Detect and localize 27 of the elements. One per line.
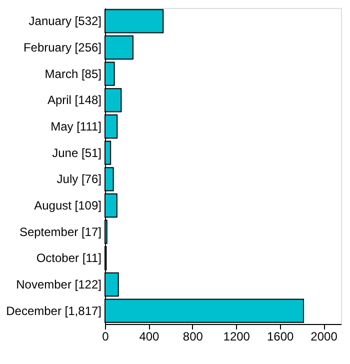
y-tick-label: July [76] [56, 172, 102, 186]
y-tick-label: September [17] [19, 224, 102, 239]
x-tick-label: 2000 [310, 330, 338, 344]
x-tick-label: 400 [139, 330, 160, 344]
y-tick-label: August [109] [34, 198, 102, 212]
bar [104, 9, 164, 34]
bar [104, 35, 134, 60]
y-tick-label: March [85] [44, 66, 102, 81]
bar [104, 140, 112, 165]
bar [104, 88, 122, 112]
bar [104, 62, 115, 86]
y-tick-label: May [111] [50, 120, 102, 134]
x-tick-label: 0 [102, 330, 110, 344]
bar [104, 193, 118, 218]
y-tick-label: December [1,817] [6, 304, 102, 318]
y-tick-label: April [148] [47, 93, 102, 108]
y-tick-label: October [11] [36, 251, 102, 266]
x-tick-label: 1200 [223, 330, 250, 344]
bar [104, 114, 118, 139]
y-tick-label: November [122] [16, 278, 102, 292]
x-tick-label: 800 [182, 330, 204, 344]
y-tick-label: June [51] [52, 146, 102, 160]
bar [104, 272, 119, 297]
bar [104, 167, 114, 192]
y-tick-label: February [256] [23, 40, 102, 54]
y-tick-label: January [532] [28, 14, 102, 28]
x-tick-label: 1600 [266, 330, 294, 344]
